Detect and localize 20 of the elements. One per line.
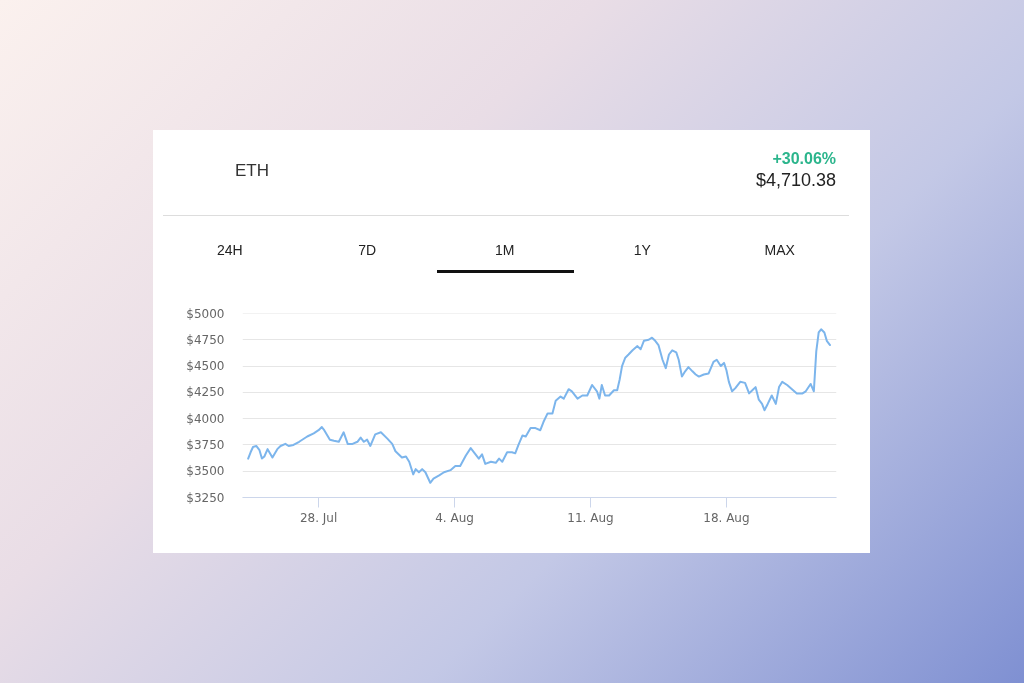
x-tick-label: 4. Aug bbox=[435, 510, 474, 525]
y-tick-label: $4500 bbox=[186, 359, 225, 374]
y-tick-label: $4000 bbox=[186, 411, 225, 426]
chart-title: ETH bbox=[235, 161, 269, 181]
text: $4,710.38 bbox=[755, 169, 836, 191]
y-tick-label: $4750 bbox=[186, 332, 225, 347]
text: +30.06% bbox=[771, 149, 836, 169]
text: 24H bbox=[215, 241, 244, 259]
x-tick-label: 28. Jul bbox=[299, 510, 338, 525]
y-tick-label: $3500 bbox=[186, 464, 225, 479]
y-tick-label: $3250 bbox=[186, 490, 225, 505]
text: 1Y bbox=[632, 241, 652, 259]
y-tick-label: $3750 bbox=[186, 437, 225, 452]
text: 1M bbox=[494, 241, 516, 259]
y-tick-label: $5000 bbox=[186, 306, 225, 321]
y-tick-label: $4250 bbox=[186, 385, 225, 400]
x-tick-label: 11. Aug bbox=[567, 510, 614, 525]
text: 7D bbox=[357, 241, 378, 259]
x-tick-label: 18. Aug bbox=[703, 510, 750, 525]
text: MAX bbox=[763, 241, 796, 259]
